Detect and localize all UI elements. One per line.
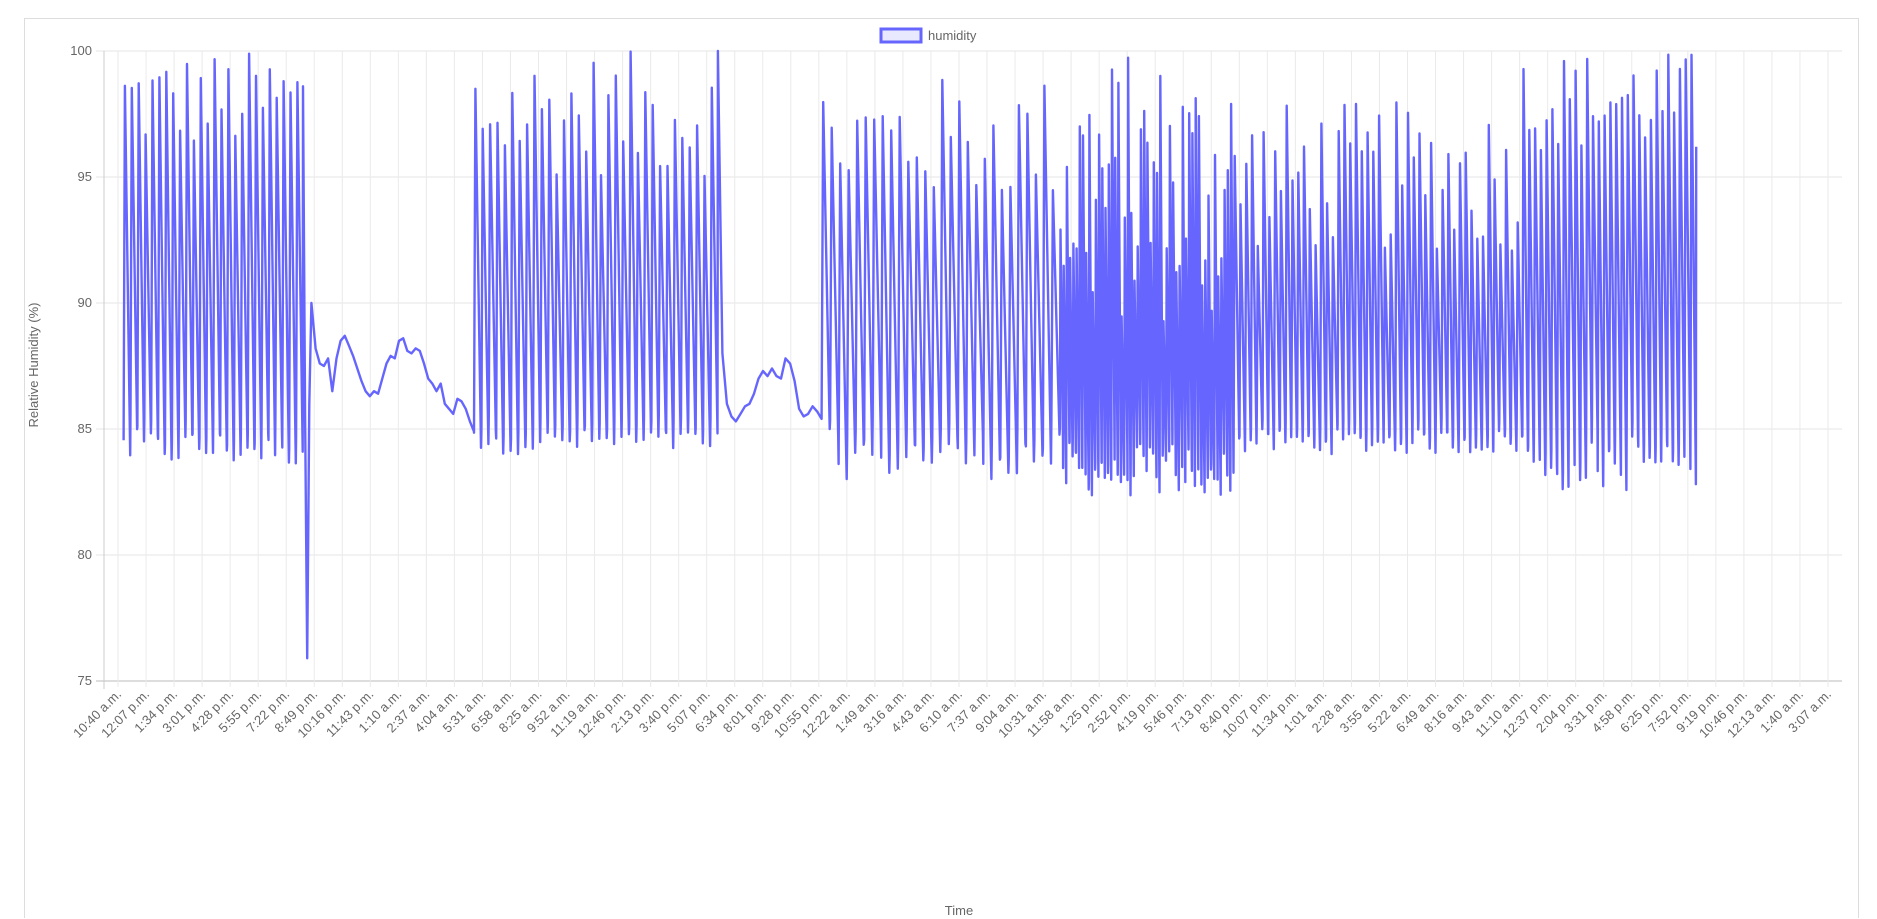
y-tick-label: 100 <box>70 43 92 58</box>
legend-swatch-humidity[interactable] <box>879 27 923 44</box>
legend-label-humidity[interactable]: humidity <box>928 28 977 43</box>
y-tick-label: 90 <box>78 295 92 310</box>
chart-container: humidity 75 80 85 90 95 100 10:40 a.m. 12:07 p… <box>24 18 1859 918</box>
x-axis-ticks: 10:40 a.m.12:07 p.m.1:34 p.m.3:01 p.m.4:… <box>70 687 1834 741</box>
y-axis-title: Relative Humidity (%) <box>26 303 41 428</box>
y-axis-ticks: 75 80 85 90 95 100 <box>70 43 92 688</box>
y-tick-label: 95 <box>78 169 92 184</box>
series-line-humidity <box>122 49 1698 660</box>
y-tick-label: 80 <box>78 547 92 562</box>
humidity-line-chart: humidity 75 80 85 90 95 100 10:40 a.m.12:07 p… <box>26 27 1842 918</box>
y-tick-label: 85 <box>78 421 92 436</box>
legend[interactable]: humidity <box>879 27 977 44</box>
x-axis-title: Time <box>945 903 973 918</box>
y-tick-label: 75 <box>78 673 92 688</box>
